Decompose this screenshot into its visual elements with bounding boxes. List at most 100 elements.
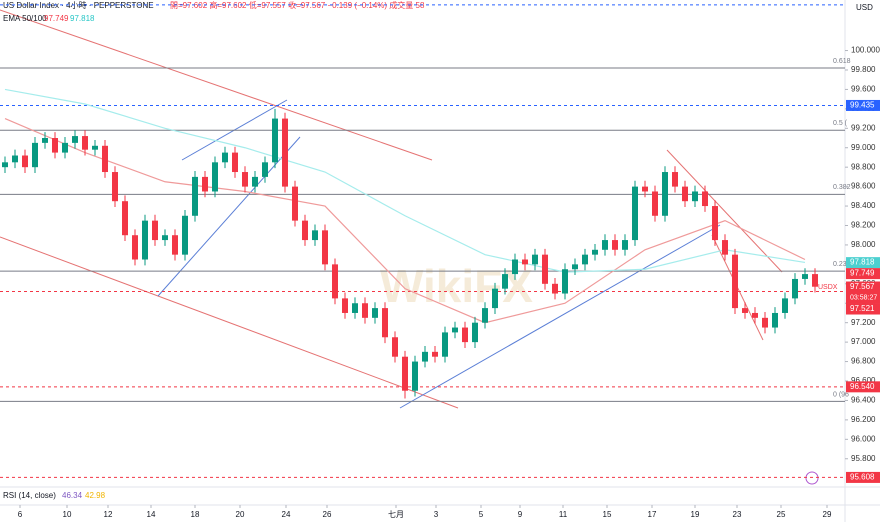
candle	[352, 297, 358, 319]
x-tick-label: 10	[63, 510, 72, 519]
candle	[662, 166, 668, 222]
candle	[652, 185, 658, 222]
candle	[762, 311, 768, 334]
candle	[122, 195, 128, 242]
candle	[142, 214, 148, 266]
trend-line	[399, 224, 721, 409]
level-label: 0.236	[833, 261, 851, 268]
x-tick-label: 25	[777, 510, 786, 519]
candle	[742, 302, 748, 319]
candle-body	[132, 235, 138, 260]
candle-body	[502, 274, 508, 289]
candle	[132, 229, 138, 266]
candle-body	[42, 138, 48, 143]
candle	[552, 277, 558, 300]
candle	[92, 139, 98, 156]
y-tick-label: 98.800	[851, 162, 876, 171]
y-tick-label: 100.000	[851, 46, 880, 55]
candle-body	[732, 254, 738, 309]
countdown: 03:58:27	[850, 294, 877, 301]
level-label: 0 (96	[833, 391, 849, 398]
candle	[72, 130, 78, 149]
x-tick-label: 18	[191, 510, 200, 519]
candle-body	[352, 303, 358, 313]
x-tick-label: 17	[648, 510, 657, 519]
ema-value: 97.749	[44, 14, 69, 23]
candle	[342, 292, 348, 319]
candle-body	[442, 332, 448, 357]
candle-body	[22, 155, 28, 168]
price-label-bg	[846, 257, 880, 269]
symbol: US Dollar Index · 4小時 · PEPPERSTONE	[3, 1, 154, 10]
candle	[502, 268, 508, 295]
candle	[242, 166, 248, 193]
candle-body	[562, 269, 568, 294]
ema-value: 97.818	[70, 14, 95, 23]
event-icon[interactable]	[805, 471, 819, 485]
candle	[452, 321, 458, 339]
candle-body	[32, 142, 38, 168]
trend-line	[666, 149, 783, 273]
x-tick-label: 26	[323, 510, 332, 519]
candle	[682, 180, 688, 208]
y-tick-label: 96.600	[851, 376, 876, 385]
candle	[692, 185, 698, 208]
candle	[472, 316, 478, 348]
candle-body	[472, 322, 478, 343]
candle-body	[542, 254, 548, 284]
x-tick-label: 20	[236, 510, 245, 519]
candle-body	[762, 317, 768, 328]
candle-body	[482, 308, 488, 323]
x-tick-label: 9	[518, 510, 523, 519]
candle	[232, 146, 238, 178]
y-tick-label: 99.600	[851, 85, 876, 94]
quote: 開=97.602 高=97.602 低=97.557 收=97.567 −0.1…	[170, 0, 425, 10]
price-label: 99.435	[850, 101, 875, 110]
candle	[512, 253, 518, 280]
candle	[602, 234, 608, 256]
candle	[152, 214, 158, 246]
candle	[382, 302, 388, 344]
candle-body	[282, 118, 288, 187]
candle-body	[222, 152, 228, 163]
x-tick-label: 5	[479, 510, 484, 519]
candle	[292, 180, 298, 227]
candle-body	[332, 264, 338, 299]
x-tick-label: 24	[282, 510, 291, 519]
candle	[522, 253, 528, 271]
y-tick-label: 95.800	[851, 454, 876, 463]
candle	[802, 268, 808, 285]
candle	[812, 268, 818, 293]
candle	[322, 224, 328, 271]
candle-body	[702, 191, 708, 207]
candle-body	[682, 186, 688, 202]
price-label: 96.540	[850, 382, 875, 391]
candle	[192, 171, 198, 222]
candle-body	[102, 145, 108, 173]
candle-body	[272, 118, 278, 163]
candle-body	[252, 176, 258, 187]
price-label: 97.521	[850, 304, 875, 313]
candle	[712, 200, 718, 246]
candle-body	[752, 312, 758, 318]
candle-body	[202, 176, 208, 192]
candle	[612, 234, 618, 256]
candle-body	[152, 220, 158, 241]
trend-line	[0, 9, 433, 161]
candle	[42, 132, 48, 149]
candle-body	[712, 206, 718, 241]
candle-body	[742, 308, 748, 313]
candle	[32, 137, 38, 174]
y-tick-label: 98.600	[851, 182, 876, 191]
candle-body	[802, 274, 808, 279]
level-label: 0.618	[833, 58, 851, 65]
candle	[442, 326, 448, 363]
price-label: 97.818	[850, 258, 875, 267]
candle	[582, 248, 588, 271]
candle	[332, 258, 338, 305]
candle-body	[592, 249, 598, 255]
candle-body	[2, 162, 8, 168]
price-label-bg	[846, 281, 880, 304]
candle-body	[412, 361, 418, 391]
